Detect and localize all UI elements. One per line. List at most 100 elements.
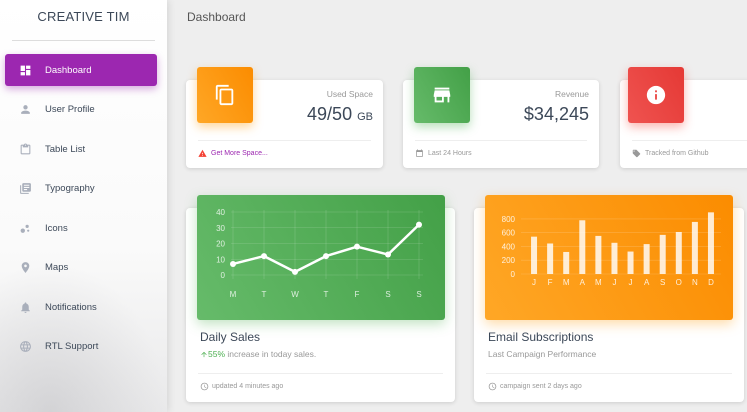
x-tick-label: M bbox=[563, 278, 570, 287]
sidebar-item-label: RTL Support bbox=[45, 341, 99, 352]
sidebar-item-icons[interactable]: Icons bbox=[5, 212, 157, 244]
brand-logo-text[interactable]: CREATIVE TIM bbox=[37, 9, 130, 24]
y-tick-label: 400 bbox=[502, 242, 516, 251]
bubbles-icon bbox=[18, 221, 32, 235]
sidebar-item-label: User Profile bbox=[45, 104, 95, 115]
store-icon bbox=[414, 67, 470, 123]
sidebar: CREATIVE TIM Dashboard User Profile Tabl… bbox=[0, 0, 167, 412]
sidebar-item-label: Maps bbox=[45, 262, 69, 273]
x-tick-label: M bbox=[595, 278, 602, 287]
x-tick-label: O bbox=[676, 278, 682, 287]
x-tick-label: A bbox=[644, 278, 650, 287]
copy-icon bbox=[197, 67, 253, 123]
email-subscriptions-chart: 0 200 400 600 800 J F M A M J J A S O N D bbox=[485, 195, 733, 320]
sidebar-item-label: Table List bbox=[45, 143, 86, 155]
sidebar-item-notifications[interactable]: Notifications bbox=[5, 291, 157, 323]
brand-divider bbox=[12, 40, 155, 41]
bar bbox=[659, 234, 666, 274]
data-point bbox=[292, 268, 298, 275]
sidebar-item-typography[interactable]: Typography bbox=[5, 173, 157, 205]
daily-sales-chart-svg: 0 10 20 30 40 M T W T F S S bbox=[216, 208, 423, 299]
bar bbox=[691, 221, 698, 274]
daily-sales-subtitle: 55% increase in today sales. bbox=[200, 349, 316, 359]
stat-card-used-space: Used Space 49/50 GB Get More Space... bbox=[186, 67, 383, 168]
y-tick-label: 800 bbox=[502, 215, 516, 224]
sidebar-item-label: Icons bbox=[45, 222, 68, 234]
divider bbox=[415, 140, 587, 141]
warning-icon bbox=[198, 149, 207, 157]
y-tick-label: 0 bbox=[221, 271, 226, 280]
email-subscriptions-subtitle: Last Campaign Performance bbox=[488, 349, 597, 359]
bar bbox=[531, 236, 538, 274]
divider bbox=[486, 373, 732, 374]
tag-icon bbox=[632, 149, 641, 158]
bar bbox=[707, 212, 714, 274]
sidebar-item-maps[interactable]: Maps bbox=[5, 252, 157, 284]
x-tick-label: F bbox=[355, 290, 360, 299]
clipboard-icon bbox=[18, 142, 32, 156]
data-point bbox=[230, 260, 236, 267]
sidebar-item-label: Notifications bbox=[45, 301, 97, 313]
divider bbox=[632, 140, 747, 141]
stat-unit: GB bbox=[357, 111, 373, 123]
page-title: Dashboard bbox=[187, 10, 246, 24]
bar bbox=[595, 235, 602, 274]
stat-number: 49/50 bbox=[307, 104, 353, 124]
globe-icon bbox=[18, 340, 32, 354]
email-subscriptions-title: Email Subscriptions bbox=[488, 330, 594, 344]
sidebar-item-rtl-support[interactable]: RTL Support bbox=[5, 331, 157, 363]
x-tick-label: J bbox=[612, 278, 616, 287]
get-more-space-link[interactable]: Get More Space... bbox=[211, 150, 268, 157]
sidebar-item-label: Dashboard bbox=[45, 64, 92, 76]
person-icon bbox=[18, 103, 32, 117]
stat-category: Revenue bbox=[554, 89, 589, 99]
x-tick-label: T bbox=[262, 290, 267, 299]
arrow-up-icon bbox=[201, 351, 207, 357]
daily-sales-card: 0 10 20 30 40 M T W T F S S Daily Sales 55% increas… bbox=[186, 195, 455, 402]
data-point bbox=[323, 253, 329, 260]
bar bbox=[611, 242, 618, 274]
bar bbox=[627, 251, 634, 274]
y-tick-label: 40 bbox=[216, 208, 225, 217]
x-tick-label: W bbox=[291, 290, 299, 299]
data-point bbox=[261, 253, 267, 260]
stat-footer-text: Last 24 Hours bbox=[428, 150, 472, 157]
stat-card-revenue: Revenue $34,245 Last 24 Hours bbox=[403, 67, 599, 168]
sidebar-item-dashboard[interactable]: Dashboard bbox=[5, 54, 157, 86]
email-subscriptions-card: 0 200 400 600 800 J F M A M J J A S O N D Email Subscrip… bbox=[474, 195, 744, 402]
bar bbox=[579, 220, 586, 274]
bar bbox=[547, 243, 554, 274]
daily-sales-subtitle-text: increase in today sales. bbox=[225, 349, 317, 359]
stat-category: Used Space bbox=[326, 89, 373, 99]
x-tick-label: J bbox=[532, 278, 536, 287]
daily-sales-percent: 55% bbox=[208, 349, 226, 359]
stat-footer: Tracked from Github bbox=[632, 149, 709, 158]
x-tick-label: M bbox=[230, 290, 237, 299]
sidebar-item-user-profile[interactable]: User Profile bbox=[5, 94, 157, 126]
data-point bbox=[416, 221, 422, 228]
bar bbox=[675, 231, 682, 274]
bell-icon bbox=[18, 300, 32, 314]
stat-card-github: Tracked from Github bbox=[620, 67, 747, 168]
x-tick-label: F bbox=[548, 278, 553, 287]
dashboard-icon bbox=[18, 63, 32, 77]
x-tick-label: J bbox=[629, 278, 633, 287]
stat-footer: Last 24 Hours bbox=[415, 149, 472, 158]
sidebar-item-table-list[interactable]: Table List bbox=[5, 133, 157, 165]
location-pin-icon bbox=[18, 261, 32, 275]
email-subscriptions-footer: campaign sent 2 days ago bbox=[488, 382, 582, 391]
y-tick-label: 20 bbox=[216, 240, 225, 249]
stat-footer: Get More Space... bbox=[198, 149, 268, 158]
y-tick-label: 0 bbox=[511, 270, 516, 279]
sidebar-item-label: Typography bbox=[45, 183, 95, 194]
y-tick-label: 10 bbox=[216, 255, 225, 264]
x-tick-label: N bbox=[692, 278, 698, 287]
stat-footer-text: Tracked from Github bbox=[645, 150, 709, 157]
sidebar-nav: Dashboard User Profile Table List Typogr… bbox=[0, 54, 167, 363]
daily-sales-chart: 0 10 20 30 40 M T W T F S S bbox=[197, 195, 445, 320]
x-tick-label: D bbox=[708, 278, 714, 287]
clock-icon bbox=[488, 382, 497, 391]
daily-sales-footer: updated 4 minutes ago bbox=[200, 382, 283, 391]
daily-sales-footer-text: updated 4 minutes ago bbox=[212, 383, 284, 390]
